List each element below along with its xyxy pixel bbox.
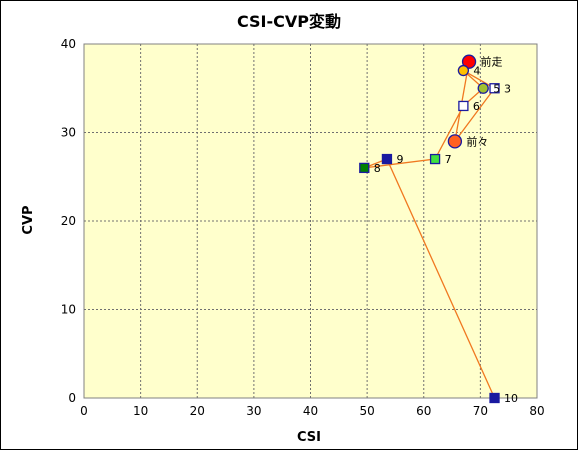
data-point bbox=[458, 100, 469, 112]
point-label: 4 bbox=[473, 65, 480, 78]
data-point bbox=[447, 134, 463, 149]
x-tick-label: 0 bbox=[80, 404, 88, 418]
x-tick-label: 40 bbox=[303, 404, 318, 418]
point-label: 9 bbox=[396, 153, 403, 166]
data-point bbox=[461, 54, 477, 69]
point-label: 前走 bbox=[481, 55, 503, 69]
data-points bbox=[359, 54, 500, 404]
data-point bbox=[457, 64, 470, 77]
series-line bbox=[364, 61, 496, 399]
x-tick-label: 50 bbox=[359, 404, 374, 418]
point-label: 前々 bbox=[466, 134, 488, 148]
chart-title: CSI-CVP変動 bbox=[237, 12, 341, 31]
data-point bbox=[489, 83, 500, 94]
y-tick-label: 10 bbox=[61, 303, 76, 317]
point-label: 7 bbox=[445, 153, 452, 166]
y-tick-label: 0 bbox=[68, 391, 76, 405]
data-point bbox=[429, 153, 441, 165]
x-tick-label: 30 bbox=[246, 404, 261, 418]
x-axis-label: CSI bbox=[297, 430, 321, 445]
data-point bbox=[489, 392, 500, 404]
x-tick-label: 80 bbox=[529, 404, 544, 418]
axis-ticks: 0 10 20 30 40 50 60 70 80 0 10 20 30 40 bbox=[61, 37, 545, 418]
x-tick-label: 10 bbox=[133, 404, 148, 418]
data-point bbox=[381, 153, 393, 165]
series-path bbox=[364, 61, 496, 399]
point-label: 10 bbox=[504, 392, 518, 405]
point-label: 5 bbox=[493, 82, 500, 95]
data-point bbox=[359, 162, 370, 174]
point-label: 3 bbox=[504, 82, 511, 95]
x-tick-label: 20 bbox=[190, 404, 205, 418]
y-tick-label: 20 bbox=[61, 214, 76, 228]
x-tick-label: 70 bbox=[473, 404, 488, 418]
point-label: 6 bbox=[473, 100, 480, 113]
x-tick-label: 60 bbox=[416, 404, 431, 418]
data-point bbox=[477, 82, 489, 94]
y-axis-label: CVP bbox=[21, 205, 36, 234]
y-tick-label: 30 bbox=[61, 126, 76, 140]
point-label: 8 bbox=[374, 162, 381, 175]
y-tick-label: 40 bbox=[61, 37, 76, 51]
